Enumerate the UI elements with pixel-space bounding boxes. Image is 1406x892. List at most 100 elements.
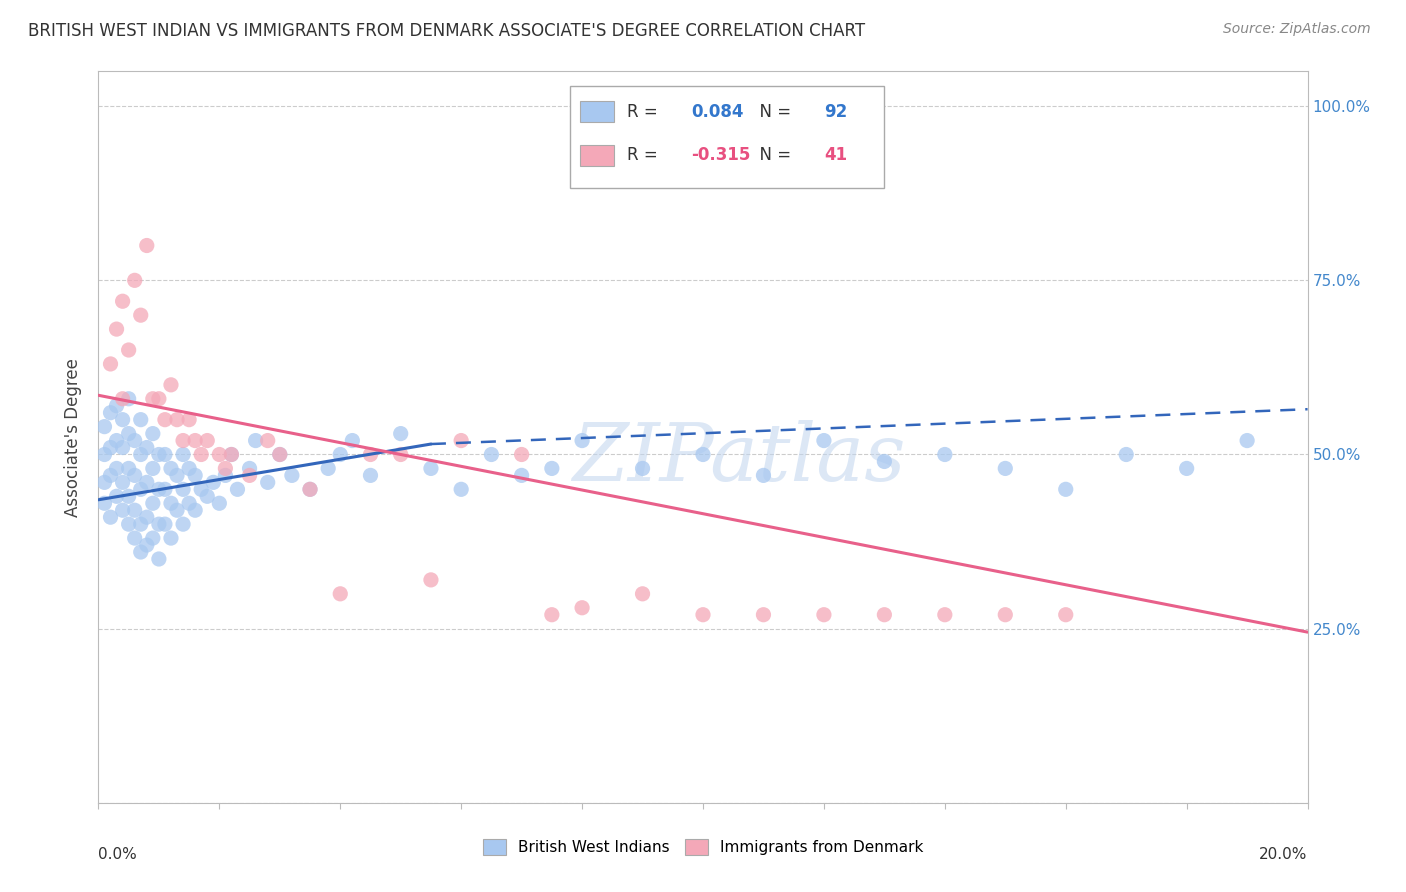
Point xyxy=(93,448,115,462)
Point xyxy=(256,475,278,490)
Point xyxy=(129,517,152,532)
Point xyxy=(111,412,134,426)
Point xyxy=(316,461,339,475)
Text: R =: R = xyxy=(627,146,662,164)
Text: 0.084: 0.084 xyxy=(690,103,744,120)
Point xyxy=(100,468,122,483)
Point xyxy=(571,434,593,448)
Point xyxy=(269,448,291,462)
Point xyxy=(111,503,134,517)
Point xyxy=(100,510,122,524)
Point xyxy=(813,607,835,622)
Point xyxy=(153,412,176,426)
Point xyxy=(389,448,412,462)
Point xyxy=(100,441,122,455)
Point xyxy=(142,496,165,510)
Point xyxy=(179,496,201,510)
Point xyxy=(360,448,382,462)
Point xyxy=(124,273,146,287)
Bar xyxy=(579,145,613,166)
Point xyxy=(631,461,654,475)
Point xyxy=(129,412,152,426)
Text: 92: 92 xyxy=(824,103,848,120)
Point xyxy=(160,496,183,510)
Point xyxy=(118,489,141,503)
Point xyxy=(172,434,194,448)
Point xyxy=(93,475,115,490)
Point xyxy=(118,461,141,475)
Point xyxy=(195,489,218,503)
Point xyxy=(571,600,593,615)
Point xyxy=(190,448,212,462)
Point xyxy=(160,377,183,392)
Point xyxy=(105,461,128,475)
Point xyxy=(239,468,262,483)
Point xyxy=(148,448,170,462)
Point xyxy=(172,448,194,462)
Point xyxy=(129,545,152,559)
Point xyxy=(329,448,352,462)
Point xyxy=(510,468,533,483)
Text: 20.0%: 20.0% xyxy=(1260,847,1308,862)
Point xyxy=(281,468,304,483)
Point xyxy=(93,419,115,434)
Point xyxy=(214,461,236,475)
Bar xyxy=(579,102,613,122)
Text: 0.0%: 0.0% xyxy=(98,847,138,862)
Point xyxy=(299,483,322,497)
Point xyxy=(124,503,146,517)
Point xyxy=(256,434,278,448)
Legend: British West Indians, Immigrants from Denmark: British West Indians, Immigrants from De… xyxy=(477,833,929,861)
Point xyxy=(105,434,128,448)
Text: BRITISH WEST INDIAN VS IMMIGRANTS FROM DENMARK ASSOCIATE'S DEGREE CORRELATION CH: BRITISH WEST INDIAN VS IMMIGRANTS FROM D… xyxy=(28,22,865,40)
Point xyxy=(631,587,654,601)
Point xyxy=(124,434,146,448)
Text: R =: R = xyxy=(627,103,662,120)
FancyBboxPatch shape xyxy=(569,86,884,188)
Point xyxy=(124,468,146,483)
Point xyxy=(179,461,201,475)
Point xyxy=(118,517,141,532)
Point xyxy=(135,441,157,455)
Point xyxy=(111,392,134,406)
Point xyxy=(420,461,443,475)
Point xyxy=(329,587,352,601)
Point xyxy=(111,294,134,309)
Point xyxy=(934,607,956,622)
Point xyxy=(214,468,236,483)
Point xyxy=(245,434,267,448)
Point xyxy=(100,406,122,420)
Point xyxy=(1236,434,1258,448)
Point xyxy=(153,483,176,497)
Point xyxy=(148,483,170,497)
Point xyxy=(873,454,896,468)
Point xyxy=(129,308,152,322)
Point xyxy=(389,426,412,441)
Point xyxy=(142,426,165,441)
Point xyxy=(166,503,188,517)
Point xyxy=(129,483,152,497)
Point xyxy=(692,448,714,462)
Point xyxy=(184,434,207,448)
Point xyxy=(105,322,128,336)
Point xyxy=(190,483,212,497)
Point xyxy=(111,441,134,455)
Point xyxy=(873,607,896,622)
Point xyxy=(166,412,188,426)
Point xyxy=(172,517,194,532)
Point xyxy=(184,503,207,517)
Point xyxy=(540,461,562,475)
Point xyxy=(1054,607,1077,622)
Point xyxy=(934,448,956,462)
Point xyxy=(148,517,170,532)
Text: Source: ZipAtlas.com: Source: ZipAtlas.com xyxy=(1223,22,1371,37)
Point xyxy=(450,434,472,448)
Point xyxy=(1175,461,1198,475)
Point xyxy=(510,448,533,462)
Point xyxy=(540,607,562,622)
Point xyxy=(142,531,165,545)
Point xyxy=(1115,448,1137,462)
Point xyxy=(184,468,207,483)
Point xyxy=(202,475,225,490)
Text: N =: N = xyxy=(749,103,796,120)
